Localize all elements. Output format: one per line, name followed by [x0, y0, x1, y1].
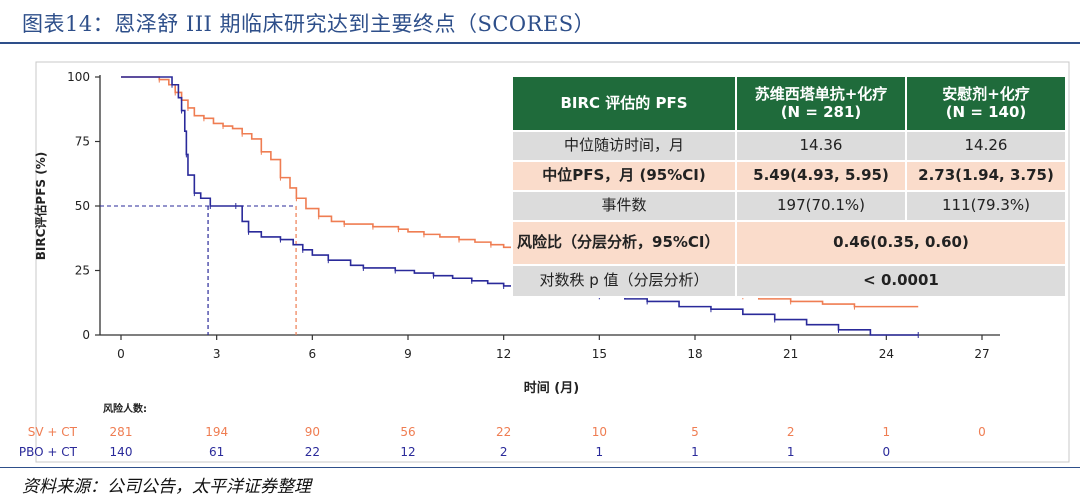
- row-followup-pbo: 14.26: [905, 130, 1067, 162]
- risk-count: 2: [500, 445, 508, 459]
- x-tick-label: 3: [213, 347, 221, 361]
- risk-count: 1: [787, 445, 795, 459]
- risk-row-label: SV + CT: [28, 425, 78, 439]
- row-followup-label: 中位随访时间，月: [511, 130, 737, 162]
- x-tick-label: 0: [117, 347, 125, 361]
- x-axis-label: 时间 (月): [524, 380, 579, 396]
- x-tick-label: 15: [592, 347, 607, 361]
- axes: 0 25 50 75 100 0 3 6 9 12 15 18 21 24 27: [67, 70, 1000, 361]
- row-events-pbo: 111(79.3%): [905, 190, 1067, 222]
- figure-title: 图表14：恩泽舒 III 期临床研究达到主要终点（SCORES）: [22, 12, 596, 36]
- risk-count: 10: [592, 425, 607, 439]
- row-pvalue-value: < 0.0001: [735, 264, 1067, 298]
- risk-count: 140: [110, 445, 133, 459]
- axis-labels: 时间 (月) BIRC评估PFS (%): [33, 152, 579, 396]
- stats-table: BIRC 评估的 PFS 苏维西塔单抗+化疗 (N = 281) 安慰剂+化疗 …: [511, 75, 1067, 298]
- risk-count: 1: [883, 425, 891, 439]
- x-tick-label: 9: [404, 347, 412, 361]
- km-curve-pbo: [121, 76, 919, 336]
- row-hazard-ratio-value: 0.46(0.35, 0.60): [735, 220, 1067, 266]
- y-tick-label: 25: [75, 264, 90, 278]
- x-tick-label: 27: [974, 347, 989, 361]
- row-median-pfs-label: 中位PFS，月 (95%CI): [511, 160, 737, 192]
- risk-count: 0: [978, 425, 986, 439]
- source-note: 资料来源：公司公告，太平洋证券整理: [22, 477, 311, 497]
- risk-count: 1: [691, 445, 699, 459]
- bottom-rule: [0, 467, 1080, 468]
- risk-count: 56: [400, 425, 415, 439]
- y-tick-label: 0: [82, 328, 90, 342]
- row-median-pfs-sv: 5.49(4.93, 5.95): [735, 160, 907, 192]
- risk-row-label: PBO + CT: [19, 445, 78, 459]
- risk-count: 2: [787, 425, 795, 439]
- row-followup-sv: 14.36: [735, 130, 907, 162]
- chart-border: [35, 61, 1070, 463]
- x-tick-label: 6: [309, 347, 317, 361]
- table-header-sv: 苏维西塔单抗+化疗 (N = 281): [735, 75, 907, 132]
- x-tick-label: 24: [879, 347, 894, 361]
- risk-count: 0: [883, 445, 891, 459]
- risk-count: 1: [596, 445, 604, 459]
- risk-count: 90: [305, 425, 320, 439]
- x-tick-label: 12: [496, 347, 511, 361]
- table-header-measure: BIRC 评估的 PFS: [511, 75, 737, 132]
- risk-count: 5: [691, 425, 699, 439]
- table-header-pbo: 安慰剂+化疗 (N = 140): [905, 75, 1067, 132]
- risk-count: 194: [205, 425, 228, 439]
- risk-table-title: 风险人数:: [103, 402, 147, 415]
- chart-frame: [35, 61, 1070, 463]
- row-events-label: 事件数: [511, 190, 737, 222]
- y-tick-label: 100: [67, 70, 90, 84]
- risk-count: 22: [496, 425, 511, 439]
- y-tick-label: 75: [75, 135, 90, 149]
- x-tick-label: 18: [687, 347, 702, 361]
- risk-count: 281: [110, 425, 133, 439]
- y-tick-label: 50: [75, 199, 90, 213]
- x-tick-label: 21: [783, 347, 798, 361]
- row-pvalue-label: 对数秩 p 值（分层分析）: [511, 264, 737, 298]
- y-axis-label: BIRC评估PFS (%): [33, 152, 48, 260]
- row-hazard-ratio-label: 风险比（分层分析，95%CI）: [511, 220, 737, 266]
- risk-count: 61: [209, 445, 224, 459]
- row-median-pfs-pbo: 2.73(1.94, 3.75): [905, 160, 1067, 192]
- title-rule: [0, 42, 1080, 44]
- risk-count: 12: [400, 445, 415, 459]
- risk-count: 22: [305, 445, 320, 459]
- row-events-sv: 197(70.1%): [735, 190, 907, 222]
